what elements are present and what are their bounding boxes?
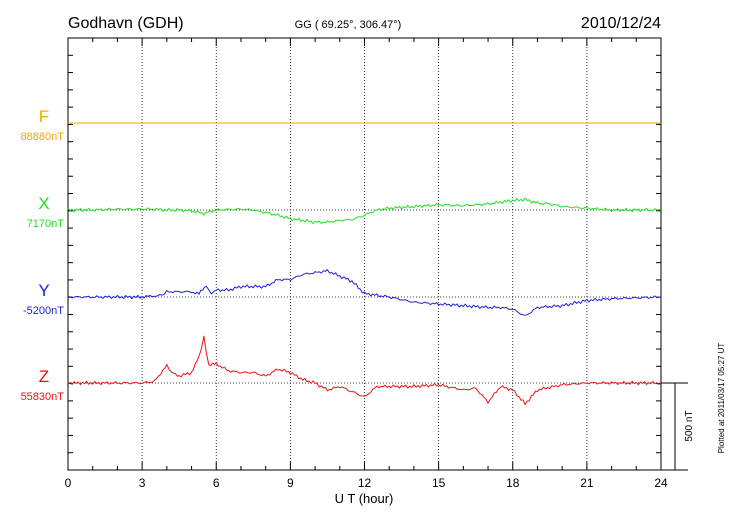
x-tick-label: 24	[654, 476, 668, 490]
series-baseline-value-y: -5200nT	[23, 305, 64, 317]
grid-lines	[141, 38, 588, 470]
series-name-y: Y	[38, 281, 49, 300]
scale-bar: 500 nT	[661, 382, 695, 471]
series-lines	[67, 122, 662, 406]
x-tick-labels: 0 3 6 9 12 15 18 21 24	[65, 476, 668, 490]
x-tick-label: 12	[358, 476, 372, 490]
series-name-f: F	[39, 107, 49, 126]
chart-title: Godhavn (GDH)	[68, 15, 184, 32]
axis-ticks	[67, 37, 662, 471]
series-name-z: Z	[39, 367, 49, 386]
series-baseline-value-x: 7170nT	[27, 218, 65, 230]
x-tick-label: 18	[506, 476, 520, 490]
x-tick-label: 15	[432, 476, 446, 490]
chart-date: 2010/12/24	[581, 15, 661, 32]
x-tick-label: 9	[287, 476, 294, 490]
series-line-z	[67, 335, 662, 406]
series-labels: F 88880nT X 7170nT Y -5200nT Z 55830nT	[21, 107, 65, 403]
plotted-timestamp: Plotted at 2011/03/17 05:27 UT	[717, 343, 726, 454]
x-tick-label: 6	[213, 476, 220, 490]
x-axis-label: U T (hour)	[335, 491, 394, 506]
x-tick-label: 21	[580, 476, 594, 490]
series-baseline-value-z: 55830nT	[21, 391, 65, 403]
series-name-x: X	[38, 194, 49, 213]
series-baseline-value-f: 88880nT	[21, 131, 65, 143]
scale-bar-label: 500 nT	[684, 410, 695, 441]
x-tick-label: 0	[65, 476, 72, 490]
x-tick-label: 3	[139, 476, 146, 490]
series-line-y	[67, 269, 661, 316]
station-coordinates: GG ( 69.25°, 306.47°)	[295, 19, 402, 31]
series-line-x	[67, 197, 662, 224]
